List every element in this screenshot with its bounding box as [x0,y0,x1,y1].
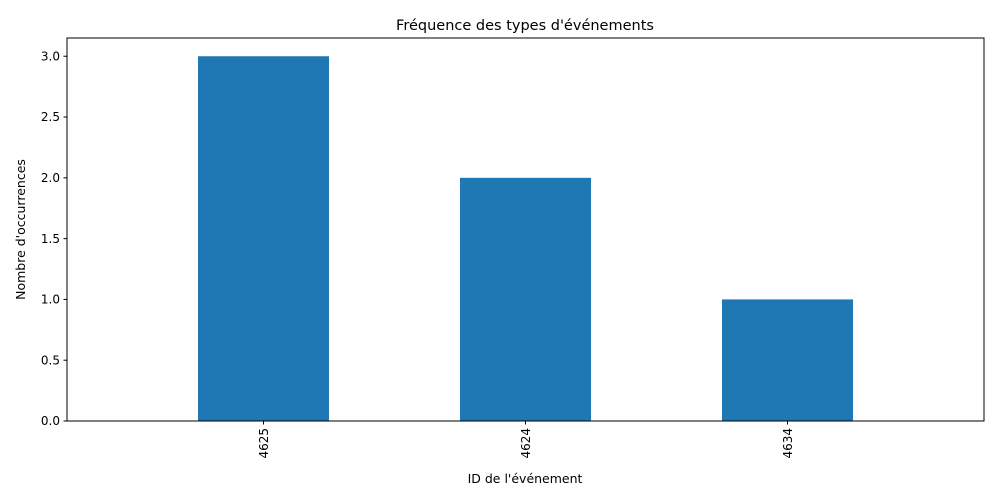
y-tick-label: 1.0 [41,293,60,307]
y-tick-label: 2.5 [41,110,60,124]
x-tick-label: 4624 [519,428,533,459]
bar-4634 [722,299,853,421]
x-tick-label: 4625 [257,428,271,459]
bars-layer [198,56,853,422]
y-axis-label: Nombre d'occurrences [13,159,28,300]
y-tick-label: 1.5 [41,232,60,246]
x-tick-label: 4634 [781,428,795,459]
chart-title: Fréquence des types d'événements [396,18,654,34]
x-axis-label: ID de l'événement [468,471,583,486]
y-tick-label: 0.5 [41,353,60,367]
bar-4624 [460,177,591,421]
y-axis: 0.0 0.5 1.0 1.5 2.0 2.5 3.0 [41,49,67,428]
y-tick-label: 3.0 [41,49,60,63]
y-tick-label: 2.0 [41,171,60,185]
plot-frame [66,37,985,422]
x-axis: 4625 4624 4634 [257,421,795,459]
y-tick-label: 0.0 [41,414,60,428]
bar-4625 [198,56,329,422]
